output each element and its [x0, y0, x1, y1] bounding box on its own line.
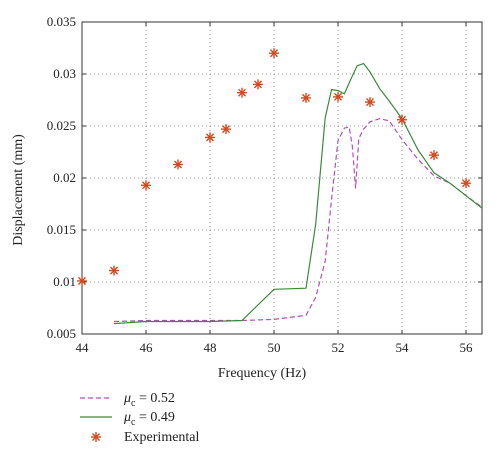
legend-value: = 0.49: [135, 410, 174, 425]
y-tick-label: 0.015: [47, 222, 76, 237]
series-lines: [113, 62, 483, 325]
experimental-point: [301, 92, 311, 103]
legend-label: Experimental: [124, 430, 200, 445]
series-line-mu-0-52: [113, 118, 483, 323]
experimental-point: [429, 150, 439, 161]
x-tick-label: 48: [204, 340, 217, 355]
experimental-point: [109, 265, 119, 276]
x-tick-label: 56: [460, 340, 474, 355]
grid-lines: [81, 21, 482, 335]
x-tick-label: 54: [396, 340, 410, 355]
axis-ticks: 44 46 48 50 52 54 56 0.005 0.01 0.015 0.02 0.025 0.0…: [47, 14, 482, 355]
asterisk-stroke: [461, 179, 471, 188]
asterisk-stroke: [205, 133, 215, 142]
asterisk-stroke: [141, 181, 151, 190]
experimental-point: [333, 91, 343, 102]
experimental-point: [221, 124, 231, 135]
legend-item-experimental: Experimental: [91, 430, 200, 445]
asterisk-stroke: [253, 80, 263, 89]
y-tick-label: 0.005: [47, 326, 76, 341]
experimental-point: [253, 79, 263, 90]
asterisk-stroke: [269, 49, 279, 58]
y-axis-label: Displacement (mm): [11, 134, 26, 246]
asterisk-stroke: [173, 160, 183, 169]
experimental-point: [77, 275, 87, 286]
x-tick-label: 44: [76, 340, 90, 355]
asterisk-stroke: [221, 125, 231, 134]
legend-subscript: c: [131, 417, 136, 428]
legend-item-mu-0-52: μc = 0.52: [80, 391, 175, 409]
asterisk-stroke: [77, 276, 87, 285]
legend-symbol: μ: [123, 410, 131, 425]
y-tick-label: 0.03: [53, 66, 76, 81]
asterisk-stroke: [91, 432, 101, 442]
asterisk-stroke: [109, 266, 119, 275]
legend-marker-asterisk: [91, 432, 101, 442]
experimental-point: [269, 48, 279, 59]
legend-label: μc = 0.52: [123, 391, 175, 409]
asterisk-stroke: [301, 93, 311, 102]
experimental-point: [173, 159, 183, 170]
experimental-markers: [77, 48, 471, 286]
legend-subscript: c: [131, 398, 136, 409]
asterisk-stroke: [237, 88, 247, 97]
y-tick-label: 0.025: [47, 118, 76, 133]
y-tick-label: 0.01: [53, 274, 76, 289]
experimental-point: [205, 132, 215, 143]
legend-item-mu-0-49: μc = 0.49: [80, 410, 175, 428]
legend-label: μc = 0.49: [123, 410, 175, 428]
x-tick-label: 46: [140, 340, 154, 355]
asterisk-stroke: [333, 92, 343, 101]
experimental-point: [397, 114, 407, 125]
asterisk-stroke: [429, 151, 439, 160]
experimental-point: [237, 87, 247, 98]
y-tick-label: 0.035: [47, 14, 76, 29]
experimental-point: [461, 178, 471, 189]
experimental-point: [365, 97, 375, 108]
legend-value: = 0.52: [135, 391, 174, 406]
x-tick-label: 52: [332, 340, 345, 355]
asterisk-stroke: [397, 115, 407, 124]
x-tick-label: 50: [268, 340, 281, 355]
x-axis-label: Frequency (Hz): [218, 366, 307, 381]
legend-symbol: μ: [123, 391, 131, 406]
asterisk-stroke: [365, 98, 375, 107]
y-tick-label: 0.02: [53, 170, 76, 185]
series-line-mu-0-49: [113, 62, 483, 325]
experimental-point: [141, 180, 151, 191]
